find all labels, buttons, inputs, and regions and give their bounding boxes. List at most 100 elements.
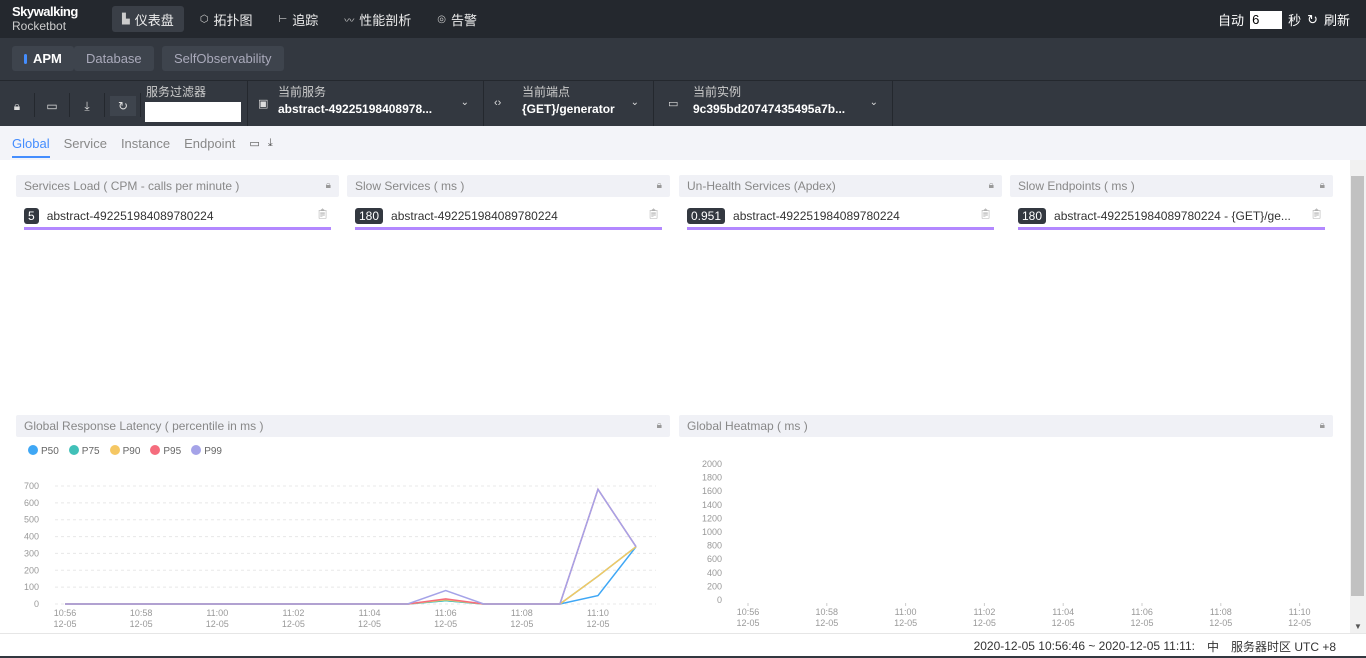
alarm-icon: ◎ xyxy=(437,13,446,25)
top-bar: Skywalking Rocketbot ▙ 仪表盘 ⬡ 拓扑图 ⊢ 追踪〰性能剖析 ◎ 告警… xyxy=(0,0,1366,38)
service-name: abstract-492251984089780224 xyxy=(391,209,558,223)
x-tick-date: 12-05 xyxy=(434,619,457,629)
refresh-icon[interactable]: ↻ xyxy=(1307,11,1318,27)
tab-endpoint[interactable]: Endpoint xyxy=(184,135,236,151)
nav-profile[interactable]: 〰性能剖析 xyxy=(334,6,421,32)
service-label: 当前服务 xyxy=(278,85,327,99)
folder-icon[interactable]: ▭ xyxy=(249,137,260,150)
dashboard-tabs: Global Service Instance Endpoint ▭ ⤓ xyxy=(0,126,1366,160)
nav-label: 仪表盘 xyxy=(134,12,174,28)
heatmap-chart: 0 200 400 600 800 1000 1200 1400 1600 1800 2000 10:… xyxy=(702,459,1311,628)
refresh-button[interactable]: 刷新 xyxy=(1323,13,1350,28)
service-name: abstract-492251984089780224 xyxy=(733,209,900,223)
legend-item[interactable]: P50 xyxy=(28,445,59,458)
time-range[interactable]: 2020-12-05 10:56:46 ~ 2020-12-05 11:11: xyxy=(973,639,1195,653)
instance-icon: ▭ xyxy=(668,98,679,110)
clipboard-icon[interactable]: 📋︎ xyxy=(647,209,660,220)
card-title: Global Heatmap ( ms ) xyxy=(687,419,808,433)
y-tick-label: 200 xyxy=(707,581,722,591)
instance-select[interactable]: ▭ 当前实例 9c395bd20747435495a7b... ⌄ xyxy=(654,81,893,127)
y-tick-label: 1400 xyxy=(702,500,722,510)
lock-icon[interactable]: 🔒︎ xyxy=(656,420,662,431)
lock-icon[interactable]: 🔒︎ xyxy=(1319,420,1325,431)
list-item[interactable]: 180 abstract-492251984089780224 📋︎ xyxy=(355,205,662,230)
lock-icon[interactable]: 🔒︎ xyxy=(13,98,21,113)
x-tick-date: 12-05 xyxy=(358,619,381,629)
toolbar: 🔒︎ ▭ ⤓ ↻ 服务过滤器 ▣ 当前服务 abstract-492251984… xyxy=(0,80,1366,127)
reload-icon[interactable]: ↻ xyxy=(110,96,136,116)
y-tick-label: 600 xyxy=(24,498,39,508)
lock-icon[interactable]: 🔒︎ xyxy=(1319,180,1325,191)
x-tick-label: 11:00 xyxy=(895,607,917,617)
x-tick-label: 11:06 xyxy=(1131,607,1153,617)
download-icon[interactable]: ⤓ xyxy=(84,98,90,113)
x-tick-label: 11:10 xyxy=(587,608,609,618)
nav-dashboard[interactable]: ▙ 仪表盘 xyxy=(112,6,184,32)
scrollbar[interactable]: ▼ xyxy=(1350,160,1366,633)
x-tick-date: 12-05 xyxy=(1209,618,1232,628)
legend-dot xyxy=(150,445,161,455)
endpoint-value: {GET}/generator xyxy=(522,102,615,116)
trace-icon: ⊢ xyxy=(278,13,288,25)
y-tick-label: 100 xyxy=(24,582,39,592)
y-tick-label: 200 xyxy=(24,565,39,575)
nav-label: 追踪 xyxy=(292,12,319,28)
logo-subtext: Rocketbot xyxy=(12,19,67,33)
tab-service[interactable]: Service xyxy=(63,135,107,151)
scrollbar-thumb[interactable] xyxy=(1351,176,1364,596)
x-tick-label: 11:00 xyxy=(206,608,228,618)
service-icon: ▣ xyxy=(258,98,269,110)
clipboard-icon[interactable]: 📋︎ xyxy=(979,209,992,220)
legend-item[interactable]: P99 xyxy=(191,445,222,458)
service-name: abstract-492251984089780224 xyxy=(46,209,214,223)
service-filter-input[interactable] xyxy=(145,102,241,122)
list-item[interactable]: 180 abstract-492251984089780224 - {GET}/g… xyxy=(1018,205,1325,230)
legend-label: P50 xyxy=(41,446,59,457)
scroll-down-icon[interactable]: ▼ xyxy=(1354,622,1362,631)
logo: Skywalking Rocketbot xyxy=(12,4,78,34)
clipboard-icon[interactable]: 📋︎ xyxy=(316,209,329,220)
language-toggle[interactable]: 中 xyxy=(1206,639,1219,654)
interval-input[interactable] xyxy=(1250,10,1283,29)
service-select[interactable]: ▣ 当前服务 abstract-49225198408978... ⌄ xyxy=(247,81,484,127)
legend-item[interactable]: P95 xyxy=(150,445,181,458)
card-title: Slow Endpoints ( ms ) xyxy=(1018,179,1135,193)
endpoint-select[interactable]: ‹› 当前端点 {GET}/generator ⌄ xyxy=(484,81,654,127)
card-title: Slow Services ( ms ) xyxy=(355,179,465,193)
lock-icon[interactable]: 🔒︎ xyxy=(325,180,331,191)
legend-dot xyxy=(68,445,79,455)
group-database[interactable]: Database xyxy=(74,46,154,71)
group-apm[interactable]: APM xyxy=(12,46,74,71)
auto-label[interactable]: 自动 xyxy=(1218,13,1245,28)
x-tick-date: 12-05 xyxy=(510,619,533,629)
tab-global[interactable]: Global xyxy=(12,129,50,158)
download-icon[interactable]: ⤓ xyxy=(267,136,273,149)
nav-topology[interactable]: ⬡ 拓扑图 xyxy=(190,6,263,32)
x-tick-date: 12-05 xyxy=(894,618,917,628)
instance-value: 9c395bd20747435495a7b... xyxy=(693,102,846,116)
folder-icon[interactable]: ▭ xyxy=(46,99,58,113)
series-line-P90 xyxy=(65,546,637,605)
clipboard-icon[interactable]: 📋︎ xyxy=(1310,209,1323,220)
y-tick-label: 500 xyxy=(24,515,39,525)
server-timezone: 服务器时区 UTC +8 xyxy=(1230,639,1336,654)
x-tick-date: 12-05 xyxy=(736,618,759,628)
list-item[interactable]: 0.951 abstract-492251984089780224 📋︎ xyxy=(687,205,994,230)
legend-label: P75 xyxy=(81,446,100,457)
tab-instance[interactable]: Instance xyxy=(120,135,171,151)
lock-icon[interactable]: 🔒︎ xyxy=(656,180,662,191)
list-item[interactable]: 5 abstract-492251984089780224 📋︎ xyxy=(24,205,331,230)
x-tick-date: 12-05 xyxy=(53,619,76,629)
profile-icon: 〰 xyxy=(344,15,355,27)
legend-item[interactable]: P75 xyxy=(68,445,100,458)
nav-trace[interactable]: ⊢ 追踪 xyxy=(268,6,328,32)
x-tick-label: 11:10 xyxy=(1289,607,1311,617)
lock-icon[interactable]: 🔒︎ xyxy=(988,180,994,191)
nav-alarm[interactable]: ◎ 告警 xyxy=(427,6,487,32)
x-tick-label: 11:04 xyxy=(359,608,381,618)
legend-dot xyxy=(109,445,120,455)
legend-item[interactable]: P90 xyxy=(109,445,140,458)
series-line-P50 xyxy=(65,546,637,605)
group-selfobservability[interactable]: SelfObservability xyxy=(162,46,284,71)
x-tick-label: 10:56 xyxy=(737,607,760,617)
